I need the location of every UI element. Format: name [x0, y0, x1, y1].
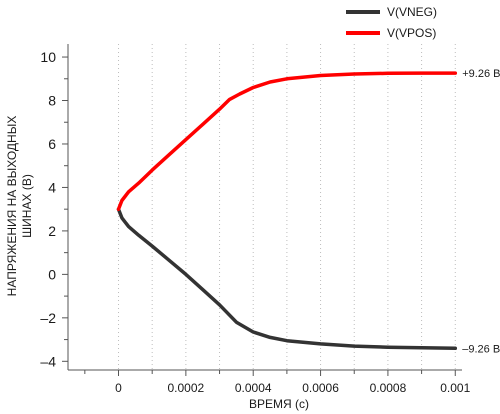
end-value-annotations: +9.26 В –9.26 В	[462, 68, 500, 355]
y-tick-label: 6	[48, 136, 56, 152]
x-tick-label: 0.001	[440, 381, 470, 395]
y-axis-title-line-1: НАПРЯЖЕНИЯ НА ВЫХОДНЫХ	[5, 116, 19, 297]
y-tick-label: 4	[48, 179, 56, 195]
end-value-label: +9.26 В	[462, 68, 500, 80]
y-tick-label: 8	[48, 93, 56, 109]
series-line-v-vneg-	[116, 207, 458, 351]
y-tick-label: 0	[48, 266, 56, 282]
x-tick-label: 0.0002	[168, 381, 205, 395]
x-axis-ticks: 0 0.0002 0.0004 0.0006 0.0008 0.001	[84, 370, 471, 395]
y-tick-label: 10	[40, 49, 56, 65]
end-value-label: –9.26 В	[462, 343, 500, 355]
legend: V(VNEG) V(VPOS)	[346, 5, 437, 40]
y-tick-label: –4	[40, 353, 56, 369]
x-tick-label: 0.0004	[235, 381, 272, 395]
y-tick-label: 2	[48, 223, 56, 239]
series-line-v-vpos-	[116, 71, 458, 211]
legend-label: V(VPOS)	[387, 26, 436, 40]
x-tick-label: 0.0006	[302, 381, 339, 395]
legend-label: V(VNEG)	[387, 5, 437, 19]
y-axis-ticks: –4 –2 0 2 4 6 8 10	[40, 49, 68, 369]
vertical-gridlines	[118, 44, 456, 370]
y-axis-title: НАПРЯЖЕНИЯ НА ВЫХОДНЫХ ШИНАХ (В)	[5, 116, 34, 297]
x-tick-label: 0	[115, 381, 122, 395]
x-axis-title: ВРЕМЯ (с)	[249, 397, 309, 411]
y-axis-title-line-2: ШИНАХ (В)	[20, 174, 34, 238]
y-tick-label: –2	[40, 310, 56, 326]
x-tick-label: 0.0008	[370, 381, 407, 395]
series-lines	[116, 71, 458, 351]
